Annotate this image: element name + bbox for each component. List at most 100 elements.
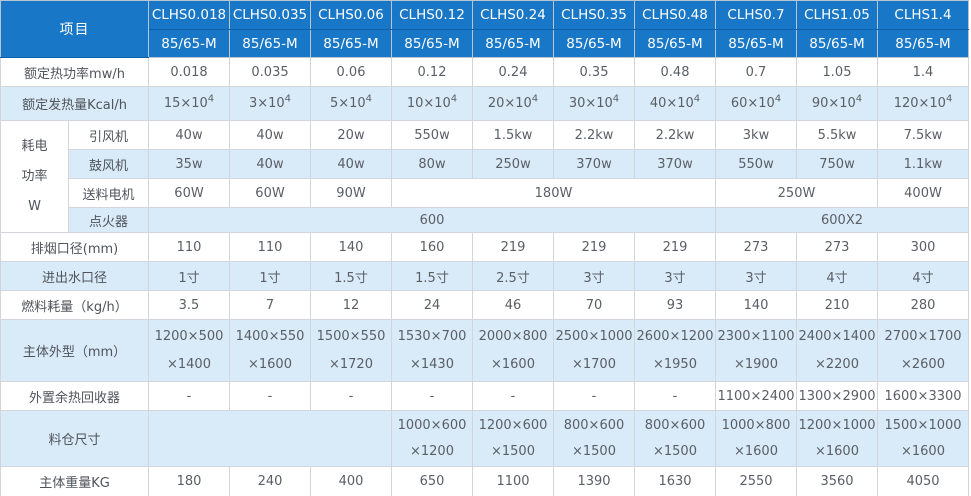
variant-header: 85/65-M	[229, 29, 311, 58]
data-cell: 140	[715, 290, 797, 320]
data-cell: 40w	[229, 120, 311, 150]
data-cell: 1.5kw	[472, 120, 554, 150]
model-header: CLHS0.7	[715, 0, 797, 30]
data-cell: 40w	[148, 120, 230, 150]
data-cell: 273	[715, 232, 797, 262]
data-cell: 3kw	[715, 120, 797, 150]
header-row-models: 项目 CLHS0.018 CLHS0.035 CLHS0.06 CLHS0.12…	[0, 0, 969, 58]
data-cell: 400W	[877, 178, 969, 208]
row-induced-fan: 耗电 功率 W 引风机 40w 40w 20w 550w 1.5kw 2.2kw…	[0, 120, 969, 233]
data-cell: 110	[148, 232, 230, 262]
data-cell: 1100×2400	[715, 381, 797, 411]
data-cell: 219	[634, 232, 716, 262]
row-feed-motor: 送料电机 60W 60W 90W 180W 250W 400W	[1, 178, 969, 208]
data-cell: 2.5寸	[472, 261, 554, 291]
data-cell: 1400×550 ×1600	[229, 319, 311, 382]
data-cell: 20×104	[472, 86, 554, 121]
model-header: CLHS1.05	[796, 0, 878, 30]
data-cell: 46	[472, 290, 554, 320]
data-cell: 800×600 ×1500	[553, 410, 635, 467]
data-cell: 0.35	[553, 57, 635, 87]
data-cell: 93	[634, 290, 716, 320]
row-fuel-consumption: 燃料耗量（kg/h） 3.5 7 12 24 46 70 93 140 210 …	[0, 290, 969, 320]
data-cell: 550w	[391, 120, 473, 150]
data-cell: 4050	[877, 466, 969, 496]
row-water-port: 进出水口径 1寸 1寸 1.5寸 1.5寸 2.5寸 3寸 3寸 3寸 4寸 4…	[0, 261, 969, 291]
data-cell: 35w	[148, 149, 230, 179]
data-cell: 15×104	[148, 86, 230, 121]
data-cell: 4寸	[796, 261, 878, 291]
data-cell: 110	[229, 232, 311, 262]
data-cell: 1500×1000 ×1600	[877, 410, 969, 467]
data-cell: 370w	[553, 149, 635, 179]
data-cell: 210	[796, 290, 878, 320]
data-cell: 0.06	[310, 57, 392, 87]
model-header: CLHS0.12	[391, 0, 473, 30]
variant-header: 85/65-M	[877, 29, 969, 58]
data-cell: 1000×800 ×1600	[715, 410, 797, 467]
data-cell-empty	[148, 410, 392, 467]
data-cell: 1寸	[229, 261, 311, 291]
data-cell: 7.5kw	[877, 120, 969, 150]
data-cell: 280	[877, 290, 969, 320]
data-cell: 1200×600 ×1500	[472, 410, 554, 467]
row-label: 额定热功率mw/h	[0, 57, 149, 87]
model-header: CLHS0.018	[148, 0, 230, 30]
data-cell-merged: 600	[148, 207, 716, 233]
data-cell: 2300×1100 ×1900	[715, 319, 797, 382]
data-cell: -	[148, 381, 230, 411]
model-header: CLHS0.035	[229, 0, 311, 30]
row-label: 排烟口径(mm)	[0, 232, 149, 262]
data-cell: 160	[391, 232, 473, 262]
variant-header: 85/65-M	[796, 29, 878, 58]
row-blower-fan: 鼓风机 35w 40w 40w 80w 250w 370w 370w 550w …	[1, 149, 969, 179]
corner-header: 项目	[0, 0, 149, 58]
sub-row-label: 送料电机	[68, 178, 149, 208]
data-cell: 650	[391, 466, 473, 496]
data-cell: 273	[796, 232, 878, 262]
data-cell: 40w	[229, 149, 311, 179]
row-label: 主体重量KG	[0, 466, 149, 496]
row-heat-recovery: 外置余热回收器 - - - - - - - 1100×2400 1300×290…	[0, 381, 969, 411]
data-cell: 300	[877, 232, 969, 262]
row-rated-heat: 额定发热量Kcal/h 15×104 3×104 5×104 10×104 20…	[0, 86, 969, 121]
data-cell: 140	[310, 232, 392, 262]
data-cell: 1.5寸	[310, 261, 392, 291]
data-cell: 400	[310, 466, 392, 496]
data-cell: 550w	[715, 149, 797, 179]
sub-row-label: 鼓风机	[68, 149, 149, 179]
data-cell: -	[310, 381, 392, 411]
sub-row-label: 引风机	[68, 120, 149, 150]
data-cell: 3560	[796, 466, 878, 496]
row-flue-outlet: 排烟口径(mm) 110 110 140 160 219 219 219 273…	[0, 232, 969, 262]
data-cell: 2600×1200 ×1950	[634, 319, 716, 382]
data-cell: 1600×3300	[877, 381, 969, 411]
model-header: CLHS0.48	[634, 0, 716, 30]
data-cell: 3寸	[553, 261, 635, 291]
data-cell: 1200×500 ×1400	[148, 319, 230, 382]
variant-header: 85/65-M	[310, 29, 392, 58]
data-cell: 2550	[715, 466, 797, 496]
data-cell: 240	[229, 466, 311, 496]
row-body-weight: 主体重量KG 180 240 400 650 1100 1390 1630 25…	[0, 466, 969, 496]
data-cell: 4寸	[877, 261, 969, 291]
data-cell: 1300×2900	[796, 381, 878, 411]
data-cell: 1500×550 ×1720	[310, 319, 392, 382]
data-cell: -	[553, 381, 635, 411]
data-cell: 1.1kw	[877, 149, 969, 179]
model-header: CLHS0.24	[472, 0, 554, 30]
data-cell: 12	[310, 290, 392, 320]
data-cell: 20w	[310, 120, 392, 150]
row-label: 主体外型（mm）	[0, 319, 149, 382]
sub-row-label: 点火器	[68, 207, 149, 233]
data-cell: 40×104	[634, 86, 716, 121]
data-cell: 0.7	[715, 57, 797, 87]
data-cell: 1.05	[796, 57, 878, 87]
row-label: 进出水口径	[0, 261, 149, 291]
model-header: CLHS0.35	[553, 0, 635, 30]
data-cell: 7	[229, 290, 311, 320]
data-cell: 30×104	[553, 86, 635, 121]
data-cell: -	[229, 381, 311, 411]
